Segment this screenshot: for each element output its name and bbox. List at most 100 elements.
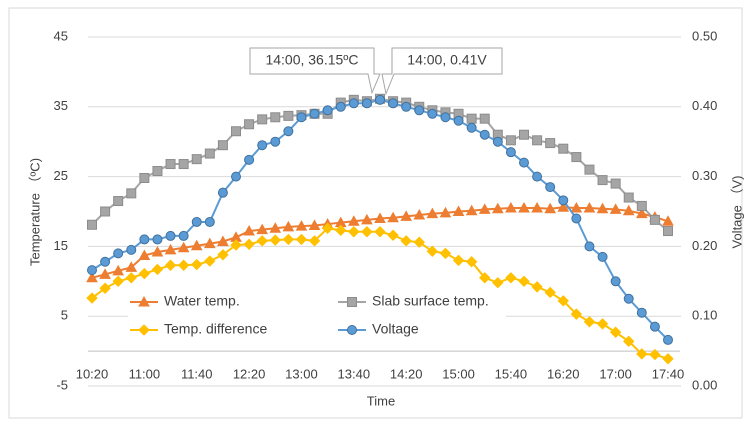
data-point	[374, 212, 386, 223]
annotation: 14:00, 0.41V	[407, 52, 487, 68]
legend-box	[128, 288, 506, 344]
data-point	[596, 318, 609, 330]
x-tick-label: 13:00	[285, 366, 318, 381]
legend-label: Temp. difference	[164, 321, 267, 337]
y2-tick-label: 0.00	[692, 377, 717, 392]
y-tick-label: 15	[54, 238, 68, 253]
data-point	[623, 192, 634, 203]
data-point	[491, 202, 504, 214]
data-point	[426, 245, 439, 257]
data-point	[414, 105, 425, 116]
data-point	[204, 255, 216, 267]
data-point	[86, 292, 98, 304]
data-point	[558, 143, 569, 154]
data-point	[426, 207, 439, 219]
x-tick-label: 11:00	[129, 366, 161, 381]
data-point	[86, 271, 98, 283]
y-axis-label: Temperature （ºC)	[27, 158, 42, 266]
data-point	[623, 335, 635, 348]
data-point	[99, 268, 111, 279]
data-point	[217, 187, 228, 198]
data-point	[231, 126, 241, 137]
y-tick-label: 35	[54, 98, 68, 113]
data-point	[401, 101, 412, 112]
data-point	[165, 230, 176, 241]
legend-marker	[138, 324, 150, 336]
data-point	[505, 147, 516, 158]
y2-tick-label: 0.20	[692, 238, 717, 253]
legend-label: Slab surface temp.	[372, 293, 489, 309]
data-point	[87, 265, 97, 276]
data-point	[427, 108, 438, 119]
data-point	[139, 172, 150, 183]
data-point	[635, 207, 648, 219]
data-point	[361, 213, 373, 225]
data-point	[519, 157, 529, 168]
data-point	[545, 138, 556, 149]
data-point	[544, 286, 556, 299]
data-point	[308, 219, 321, 230]
data-point	[243, 238, 255, 251]
data-point	[662, 353, 674, 365]
data-point	[191, 258, 203, 271]
legend: Water temp. Slab surface temp. Temp. diffe…	[128, 288, 506, 344]
annotation-box	[381, 47, 503, 96]
y-tick-label: 25	[54, 168, 68, 183]
data-point	[244, 154, 255, 165]
data-point	[662, 215, 674, 226]
data-point	[649, 214, 660, 225]
x-axis-label: Time	[367, 393, 395, 408]
data-point	[388, 98, 399, 109]
data-point	[112, 264, 125, 276]
data-point	[597, 251, 608, 262]
data-point	[203, 237, 216, 249]
data-point	[453, 115, 464, 126]
data-point	[545, 182, 556, 193]
data-point	[269, 234, 281, 246]
data-point	[125, 272, 137, 284]
data-point	[321, 222, 334, 234]
data-point	[544, 202, 557, 214]
data-point	[113, 196, 124, 207]
data-point	[138, 267, 151, 280]
data-point	[413, 208, 426, 220]
x-tick-label: 10:20	[76, 366, 109, 381]
data-point	[479, 272, 491, 284]
data-point	[217, 235, 229, 247]
data-point	[335, 224, 347, 237]
data-point	[649, 321, 660, 332]
x-tick-label: 17:00	[599, 366, 632, 381]
y2-axis-label: Voltage （V)	[729, 176, 744, 249]
data-point	[270, 112, 281, 123]
data-point	[610, 178, 621, 189]
x-tick-label: 15:40	[495, 366, 528, 381]
data-point	[151, 245, 164, 257]
data-point	[217, 249, 229, 261]
data-point	[152, 234, 163, 245]
data-point	[584, 164, 595, 175]
data-point	[479, 129, 490, 140]
data-point	[557, 295, 569, 307]
data-point	[231, 171, 241, 182]
x-tick-label: 13:40	[338, 366, 371, 381]
data-point	[557, 201, 570, 212]
data-point	[191, 216, 202, 227]
data-point	[190, 239, 203, 251]
data-point	[243, 225, 255, 236]
data-point	[400, 210, 413, 221]
data-point	[139, 234, 150, 245]
data-point	[439, 247, 452, 260]
x-tick-label: 15:00	[442, 366, 475, 381]
y2-tick-label: 0.30	[692, 168, 717, 183]
data-point	[663, 334, 673, 345]
data-point	[256, 223, 269, 235]
data-point	[230, 239, 242, 251]
data-point	[126, 188, 137, 199]
data-point	[112, 275, 124, 288]
data-point	[636, 200, 647, 211]
data-point	[531, 281, 543, 293]
x-tick-label: 14:20	[390, 366, 423, 381]
data-point	[99, 282, 111, 294]
legend-label: Water temp.	[164, 293, 240, 309]
